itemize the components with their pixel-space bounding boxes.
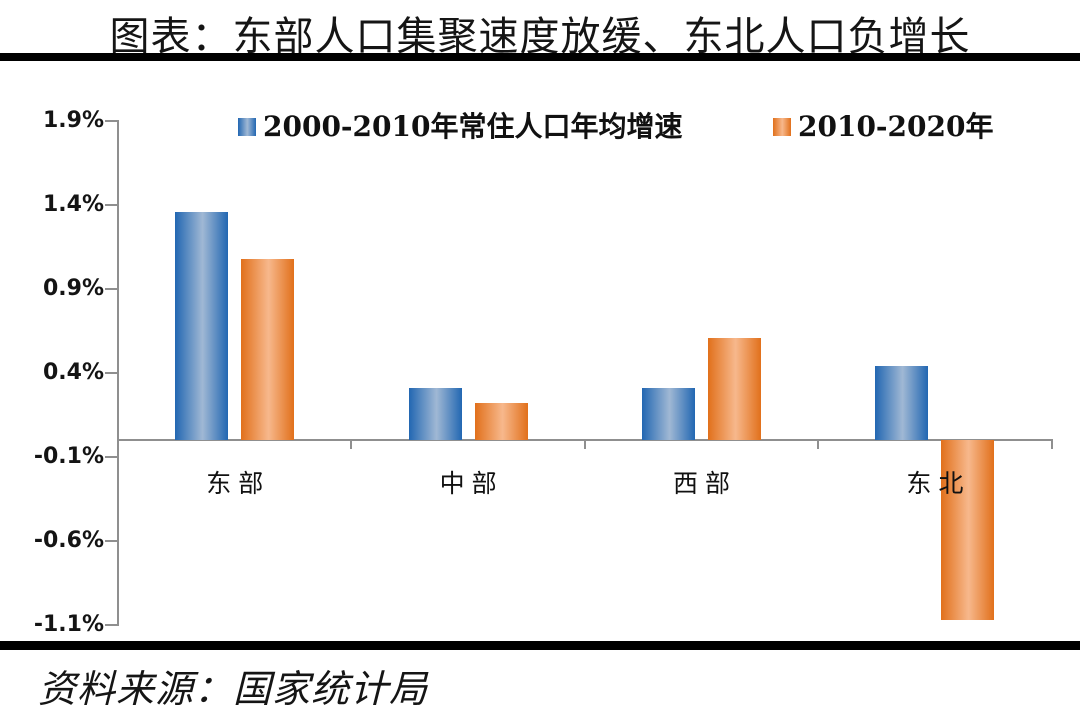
- x-tick-mark: [350, 441, 353, 449]
- x-category-label-3: 西部: [672, 469, 737, 498]
- y-tick-mark: [105, 203, 118, 206]
- x-tick-mark: [583, 441, 586, 449]
- y-tick-label: 1.4%: [42, 191, 104, 217]
- bar-series1-东北: [875, 366, 928, 440]
- legend-item-2000-2010: 2000-2010年常住人口年均增速: [238, 112, 682, 142]
- legend-label-2000-2010: 2000-2010年常住人口年均增速: [263, 110, 683, 143]
- plot-area: 2000-2010年常住人口年均增速 2010-2020年 1.9% 1.4% 0.…: [0, 60, 1080, 640]
- y-tick-label: -0.6%: [33, 527, 104, 553]
- bar-series2-东部: [241, 259, 294, 440]
- x-tick-mark: [817, 441, 820, 449]
- y-tick-mark: [105, 623, 118, 626]
- bar-series2-西部: [708, 338, 761, 440]
- legend-swatch-orange: [773, 118, 791, 136]
- bar-series2-东北: [941, 440, 994, 620]
- bar-series1-西部: [642, 388, 695, 440]
- y-tick-mark: [105, 371, 118, 374]
- source-note: 资料来源：国家统计局: [38, 667, 429, 710]
- legend-swatch-blue: [238, 118, 256, 136]
- y-tick-mark: [105, 455, 118, 458]
- y-tick-label: -0.1%: [33, 443, 104, 469]
- legend-item-2010-2020: 2010-2020年: [773, 112, 993, 142]
- bar-series1-东部: [175, 212, 228, 440]
- y-tick-mark: [105, 539, 118, 542]
- x-category-label-4: 东北: [906, 469, 971, 498]
- y-tick-label: -1.1%: [33, 611, 104, 637]
- bar-series2-中部: [475, 403, 528, 440]
- y-tick-label: 0.9%: [42, 275, 104, 301]
- bottom-divider-rule: [0, 641, 1080, 650]
- title-divider-rule: [0, 53, 1080, 61]
- y-tick-label: 0.4%: [42, 359, 104, 385]
- y-tick-mark: [105, 287, 118, 290]
- chart-title: 图表：东部人口集聚速度放缓、东北人口负增长: [109, 14, 971, 60]
- y-tick-mark: [105, 119, 118, 122]
- x-category-label-2: 中部: [439, 469, 504, 498]
- x-axis-line: [117, 439, 1053, 441]
- x-tick-mark: [1050, 441, 1053, 449]
- legend-label-2010-2020: 2010-2020年: [798, 110, 994, 143]
- x-category-label-1: 东部: [206, 469, 271, 498]
- y-axis-line: [117, 119, 119, 626]
- bar-series1-中部: [409, 388, 462, 440]
- y-tick-label: 1.9%: [42, 107, 104, 133]
